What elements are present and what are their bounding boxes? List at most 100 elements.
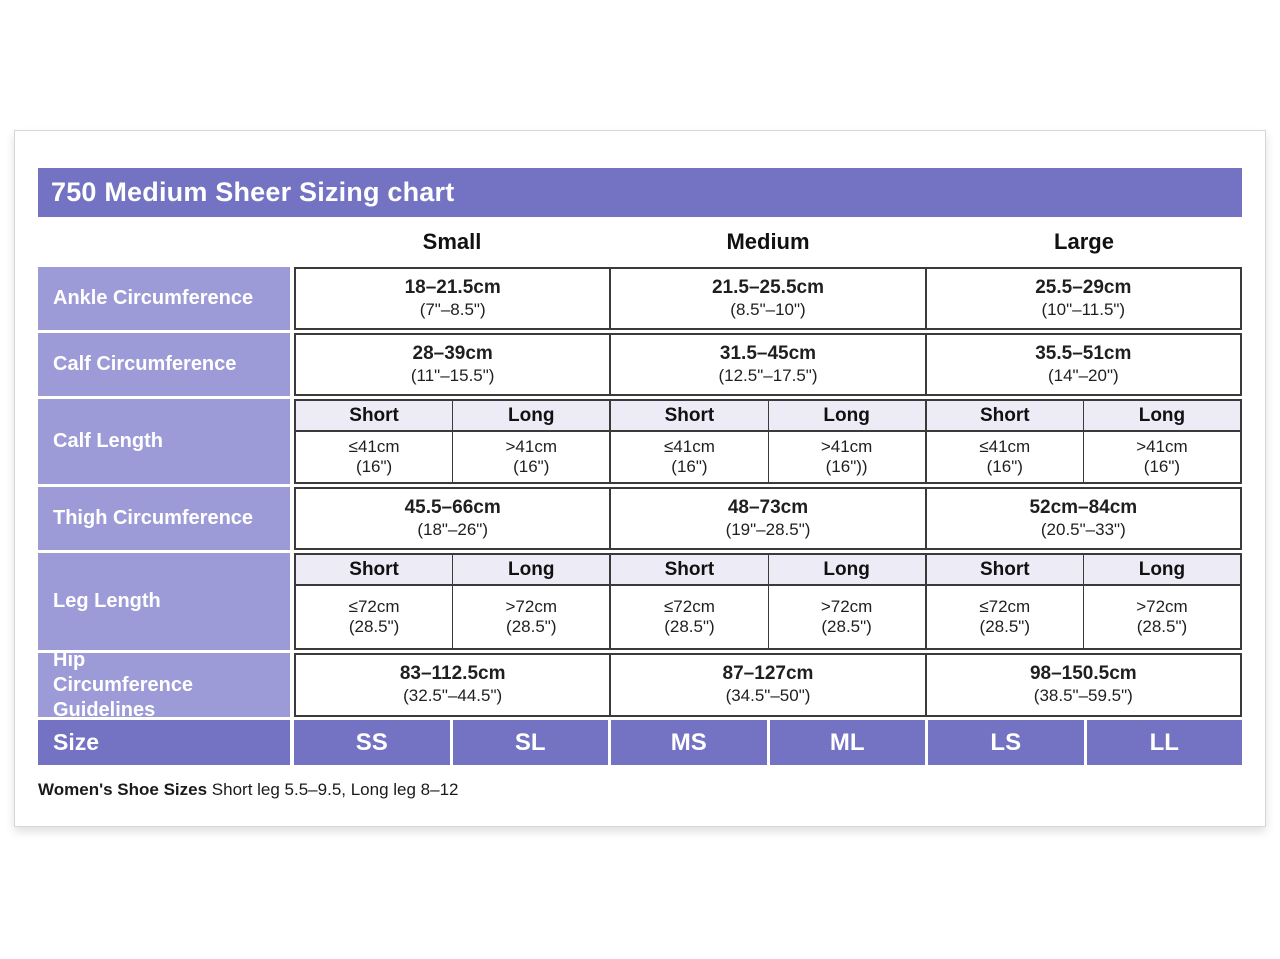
subheader-short: Short	[609, 401, 767, 430]
value-inches: (16")	[1143, 457, 1181, 476]
value-inches: (28.5")	[979, 617, 1030, 636]
cell-large: 35.5–51cm (14"–20")	[924, 335, 1240, 394]
short-long-subheader: Short Long Short Long Short Long	[296, 555, 1240, 586]
value-cm: 83–112.5cm	[399, 663, 506, 685]
subheader-long: Long	[452, 401, 609, 430]
value-cm: >72cm	[505, 596, 558, 616]
subheader-short: Short	[349, 558, 399, 580]
shoe-sizes-note-text: Short leg 5.5–9.5, Long leg 8–12	[207, 780, 459, 799]
subheader-long: Long	[767, 555, 925, 584]
table-row-thigh-circumference: Thigh Circumference 45.5–66cm (18"–26") …	[38, 487, 1242, 550]
cell-large: 52cm–84cm (20.5"–33")	[924, 489, 1240, 548]
cell-medium-long: >41cm (16"))	[767, 432, 925, 482]
value-cm: 18–21.5cm	[404, 276, 501, 298]
value-inches: (8.5"–10")	[730, 299, 806, 319]
value-inches: (14"–20")	[1047, 365, 1119, 385]
cell-small-short: ≤72cm (28.5")	[296, 586, 452, 648]
value-cm: ≤72cm	[663, 596, 715, 616]
value-inches: (16")	[513, 457, 550, 476]
size-group-medium: Medium	[726, 229, 810, 254]
value-inches: (16")	[986, 457, 1023, 476]
cell-large-short: ≤72cm (28.5")	[924, 586, 1083, 648]
table-row-leg-length: Leg Length Short Long Short Long Short L…	[38, 553, 1242, 650]
value-cm: 48–73cm	[727, 496, 809, 518]
cell-large-long: >72cm (28.5")	[1082, 586, 1240, 648]
subheader-short: Short	[924, 555, 1083, 584]
value-inches: (28.5")	[664, 617, 715, 636]
value-inches: (16")	[355, 457, 393, 476]
subheader-long: Long	[767, 401, 925, 430]
cell-medium: 48–73cm (19"–28.5")	[609, 489, 924, 548]
cell-medium: 31.5–45cm (12.5"–17.5")	[609, 335, 924, 394]
value-cm: >41cm	[820, 436, 873, 456]
row-data: 83–112.5cm (32.5"–44.5") 87–127cm (34.5"…	[294, 653, 1242, 717]
subheader-short: Short	[609, 555, 767, 584]
cell-small: 45.5–66cm (18"–26")	[296, 489, 609, 548]
row-data: 28–39cm (11"–15.5") 31.5–45cm (12.5"–17.…	[294, 333, 1242, 396]
row-label: Hip Circumference Guidelines	[38, 649, 290, 721]
cell-large: 25.5–29cm (10"–11.5")	[924, 269, 1240, 328]
table-row-size: Size SS SL MS ML LS LL	[38, 720, 1242, 765]
row-label: Leg Length	[38, 553, 290, 650]
subheader-short: Short	[924, 401, 1083, 430]
value-inches: (20.5"–33")	[1040, 519, 1126, 539]
row-data: 18–21.5cm (7"–8.5") 21.5–25.5cm (8.5"–10…	[294, 267, 1242, 330]
value-inches: (28.5")	[821, 617, 872, 636]
value-cm: 87–127cm	[722, 663, 814, 685]
row-data: 45.5–66cm (18"–26") 48–73cm (19"–28.5") …	[294, 487, 1242, 550]
size-code-sl: SL	[452, 720, 608, 765]
value-inches: (28.5")	[1136, 617, 1188, 636]
cell-small: 83–112.5cm (32.5"–44.5")	[296, 655, 609, 715]
value-cm: ≤72cm	[979, 596, 1031, 616]
row-label: Ankle Circumference	[38, 267, 290, 330]
cell-medium-long: >72cm (28.5")	[767, 586, 925, 648]
value-cm: 35.5–51cm	[1035, 342, 1132, 364]
value-inches: (16"))	[825, 457, 868, 476]
cell-small-short: ≤41cm (16")	[296, 432, 452, 482]
value-cm: >72cm	[1136, 596, 1188, 616]
value-cm: 45.5–66cm	[404, 496, 501, 518]
cell-medium-short: ≤41cm (16")	[609, 432, 767, 482]
value-cm: >41cm	[505, 436, 558, 456]
value-cm: >41cm	[1136, 436, 1188, 456]
table-row-hip-circumference: Hip Circumference Guidelines 83–112.5cm …	[38, 649, 1242, 721]
cell-medium: 21.5–25.5cm (8.5"–10")	[609, 269, 924, 328]
size-group-large: Large	[1054, 229, 1114, 254]
value-cm: ≤41cm	[663, 436, 715, 456]
sizing-chart-card: 750 Medium Sheer Sizing chart Small Medi…	[14, 130, 1266, 827]
value-inches: (18"–26")	[417, 519, 488, 539]
page-title: 750 Medium Sheer Sizing chart	[51, 177, 455, 207]
size-code-ss: SS	[294, 720, 450, 765]
cell-small-long: >41cm (16")	[452, 432, 609, 482]
size-code-ls: LS	[928, 720, 1084, 765]
size-row-label: Size	[38, 720, 290, 765]
value-inches: (38.5"–59.5")	[1033, 686, 1133, 706]
value-cm: 21.5–25.5cm	[711, 276, 824, 298]
value-inches: (32.5"–44.5")	[403, 686, 503, 706]
size-group-small: Small	[422, 229, 482, 254]
value-cm: 31.5–45cm	[719, 342, 817, 364]
value-inches: (7"–8.5")	[419, 299, 486, 319]
subheader-long: Long	[1082, 555, 1240, 584]
size-code-ml: ML	[769, 720, 925, 765]
cell-large-short: ≤41cm (16")	[924, 432, 1083, 482]
cell-small-long: >72cm (28.5")	[452, 586, 609, 648]
value-inches: (11"–15.5")	[410, 365, 495, 385]
value-inches: (28.5")	[506, 617, 557, 636]
value-cm: 25.5–29cm	[1035, 276, 1132, 298]
value-cm: ≤41cm	[348, 436, 400, 456]
row-data: Short Long Short Long Short Long ≤41cm (…	[294, 399, 1242, 484]
subheader-long: Long	[1082, 401, 1240, 430]
value-cm: 98–150.5cm	[1029, 663, 1137, 685]
row-label: Thigh Circumference	[38, 487, 290, 550]
value-cm: >72cm	[820, 596, 873, 616]
value-inches: (28.5")	[348, 617, 400, 636]
size-group-header-row: Small Medium Large	[38, 217, 1242, 267]
chart-title-bar: 750 Medium Sheer Sizing chart	[38, 168, 1242, 217]
value-cm: 28–39cm	[412, 342, 493, 364]
table-row-calf-length: Calf Length Short Long Short Long Short …	[38, 399, 1242, 484]
size-code-ll: LL	[1086, 720, 1242, 765]
value-inches: (16")	[671, 457, 708, 476]
value-inches: (10"–11.5")	[1041, 299, 1126, 319]
short-long-subheader: Short Long Short Long Short Long	[296, 401, 1240, 432]
